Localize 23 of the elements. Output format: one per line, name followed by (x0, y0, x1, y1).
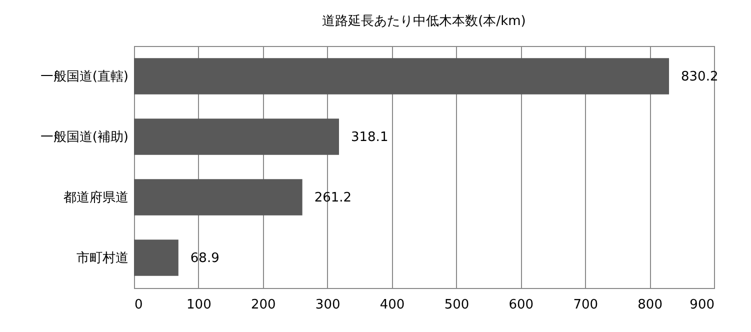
x-tick-label: 400 (380, 298, 405, 312)
x-tick-label: 300 (315, 298, 340, 312)
x-tick-label: 900 (690, 298, 714, 312)
data-label: 830.2 (681, 69, 718, 84)
x-tick-label: 700 (573, 298, 598, 312)
x-tick-label: 600 (508, 298, 534, 312)
x-tick-label: 500 (444, 298, 470, 312)
x-tick-label: 800 (638, 298, 662, 312)
y-tick-label: 市町村道 (76, 250, 128, 266)
x-tick-label: 0 (134, 298, 143, 312)
bar (134, 240, 178, 276)
bar (134, 118, 339, 155)
data-label: 68.9 (190, 250, 220, 266)
chart-title: 道路延長あたり中低木本数(本/km) (322, 14, 526, 29)
x-tick-label: 100 (186, 298, 212, 312)
y-tick-label: 一般国道(直轄) (40, 69, 128, 84)
bar (134, 179, 302, 216)
data-label: 318.1 (351, 130, 388, 145)
bar (134, 58, 670, 94)
y-tick-label: 都道府県道 (64, 189, 128, 206)
x-tick-label: 200 (250, 298, 276, 312)
data-label: 261.2 (314, 190, 352, 206)
y-tick-label: 一般国道(補助) (40, 130, 128, 145)
